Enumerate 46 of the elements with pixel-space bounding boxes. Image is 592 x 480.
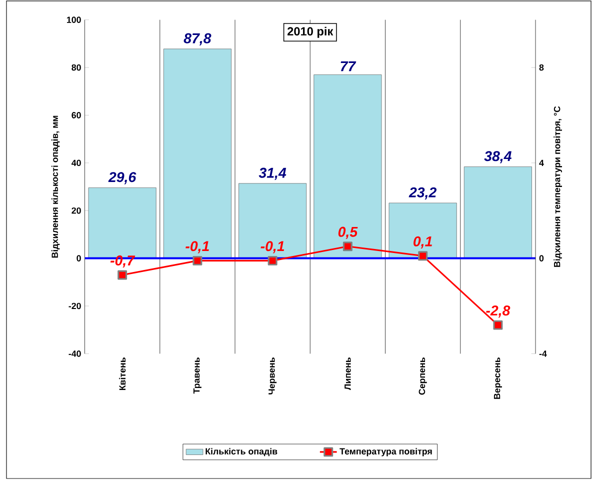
legend-label: Температура повітря [340, 448, 432, 456]
point [192, 256, 202, 266]
x-tick-label: Вересень [494, 358, 502, 400]
y-tick-label: -20 [68, 303, 81, 310]
y2-tick-label: -4 [539, 350, 547, 357]
y-axis-title: Відхилення кількості опадів, мм [51, 116, 60, 258]
y-tick-label: -40 [68, 350, 81, 358]
point [268, 256, 278, 266]
bar [163, 48, 232, 259]
x-tick-label: Червень [268, 358, 277, 395]
data-label: 23,2 [408, 188, 437, 200]
data-label: 0,5 [338, 227, 358, 240]
point [493, 320, 503, 330]
data-label: 77 [340, 62, 356, 72]
bar [314, 74, 382, 259]
data-label: 31,4 [258, 168, 286, 180]
data-label: 0,1 [414, 236, 432, 249]
y-tick-label: 0 [76, 255, 81, 262]
point [418, 251, 428, 261]
x-tick-label: Квітень [119, 358, 126, 390]
data-label: -0,7 [110, 256, 136, 268]
bar [388, 203, 457, 259]
point [342, 242, 352, 252]
point [118, 270, 128, 280]
bar [238, 183, 307, 259]
x-tick-label: Серпень [418, 358, 427, 395]
data-label: 87,8 [184, 34, 212, 46]
legend-label: Кількість опадів [206, 448, 278, 456]
x-tick-label: Травень [193, 358, 202, 394]
y2-tick-label: 4 [539, 160, 544, 166]
y-tick-label: 80 [72, 64, 81, 71]
bar [464, 166, 532, 259]
data-label: -2,8 [486, 306, 510, 318]
data-label: -0,1 [186, 241, 209, 254]
y-tick-label: 60 [72, 112, 81, 119]
y-tick-label: 40 [72, 160, 81, 166]
y2-tick-label: 0 [539, 255, 544, 262]
y2-tick-label: 8 [539, 64, 544, 71]
text: 2010 рік [288, 27, 334, 38]
data-label: 38,4 [484, 151, 512, 164]
x-tick-label: Липень [344, 358, 351, 390]
y-tick-label: 100 [67, 16, 81, 24]
data-label: -0,1 [260, 241, 284, 254]
y-tick-label: 20 [72, 208, 81, 214]
y2-axis-title: Відхилення температури повітря, °С [554, 106, 562, 268]
data-label: 29,6 [108, 172, 136, 184]
